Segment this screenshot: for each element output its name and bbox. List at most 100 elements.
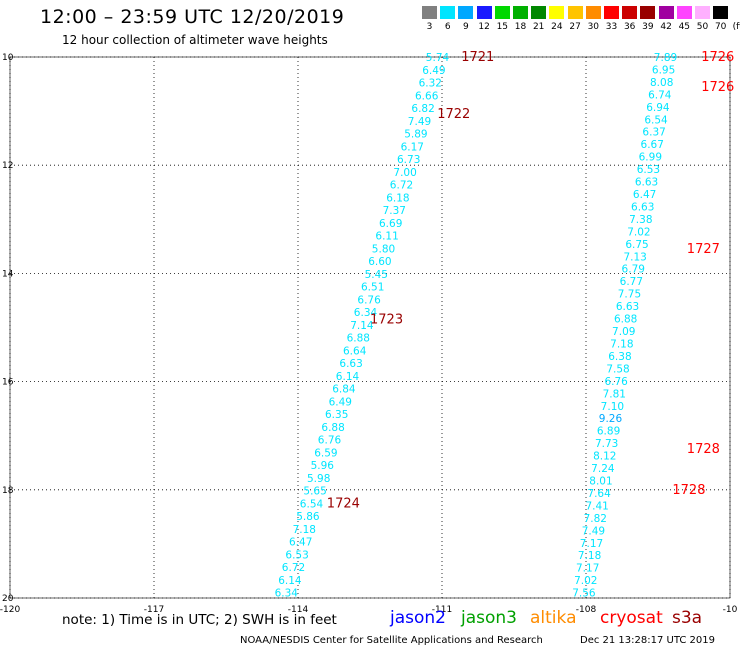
x-tick-label: -111	[432, 605, 452, 615]
swh-value: 7.49	[408, 116, 431, 128]
swh-value: 7.00	[393, 167, 416, 179]
scale-label-27: 27	[569, 22, 581, 32]
pass-number-label: 1728	[687, 442, 720, 457]
swh-value: 7.37	[383, 205, 406, 217]
swh-value: 5.98	[307, 473, 330, 485]
swh-value: 6.53	[637, 164, 660, 176]
swh-value: 5.89	[404, 129, 427, 141]
scale-swatch-6	[440, 6, 456, 19]
y-tick-label: 20	[2, 594, 14, 604]
swh-value: 7.49	[582, 525, 605, 537]
pass-number-label: 1721	[461, 50, 494, 65]
swh-value: 6.34	[275, 588, 299, 600]
swh-value: 7.13	[623, 251, 646, 263]
swh-value: 9.26	[599, 413, 623, 425]
swh-value: 7.64	[587, 488, 611, 500]
swh-value: 6.35	[325, 409, 348, 421]
scale-label-33: 33	[605, 22, 618, 32]
swh-value: 6.88	[321, 422, 344, 434]
scale-swatch-42	[658, 6, 674, 19]
scale-label-12: 12	[478, 22, 490, 32]
swh-value: 7.75	[618, 289, 641, 301]
swh-value: 6.63	[635, 177, 658, 189]
swh-value: 6.47	[633, 189, 656, 201]
swh-value: 6.69	[379, 218, 402, 230]
swh-value: 7.18	[578, 550, 601, 562]
x-tick-label: -10	[723, 605, 738, 615]
swh-value: 6.84	[332, 384, 356, 396]
generation-timestamp: Dec 21 13:28:17 UTC 2019	[580, 635, 715, 646]
swh-value: 6.38	[608, 351, 631, 363]
scale-swatch-3	[422, 6, 437, 19]
swh-value: 7.58	[606, 363, 629, 375]
swh-value: 6.89	[597, 426, 620, 438]
swh-value: 6.76	[357, 294, 381, 306]
y-tick-label: 16	[2, 378, 14, 388]
scale-swatch-27	[567, 6, 583, 19]
swh-value: 6.17	[401, 141, 424, 153]
scale-swatch-45	[676, 6, 692, 19]
swh-value: 6.54	[644, 114, 668, 126]
scale-swatch-30	[585, 6, 601, 19]
swh-value: 7.10	[601, 401, 624, 413]
scale-label-6: 6	[444, 22, 451, 32]
swh-value: 7.81	[603, 388, 626, 400]
swh-value: 7.73	[595, 438, 618, 450]
scale-label-42: 42	[660, 22, 672, 32]
swh-value: 5.86	[296, 511, 320, 523]
swh-value: 7.18	[293, 524, 316, 536]
scale-swatch-36	[622, 6, 638, 19]
scale-label-45: 45	[678, 22, 691, 32]
swh-value: 6.75	[625, 239, 648, 251]
swh-value: 6.14	[336, 371, 360, 383]
swh-value: 7.38	[629, 214, 652, 226]
swh-value: 6.54	[300, 498, 324, 510]
swh-value: 6.32	[419, 78, 442, 90]
scale-swatch-18	[513, 6, 528, 19]
scale-label-9: 9	[463, 22, 469, 32]
scale-label-36: 36	[623, 22, 636, 32]
swh-value: 6.34	[354, 307, 378, 319]
swh-value: 7.24	[591, 463, 615, 475]
scale-swatch-33	[604, 6, 619, 19]
swh-value: 7.89	[654, 52, 677, 64]
scale-swatch-15	[494, 6, 510, 19]
satellite-legend-altika: altika	[530, 608, 577, 628]
satellite-legend-jason3: jason3	[461, 608, 517, 628]
y-tick-label: 12	[2, 161, 13, 171]
scale-unit-label: (ft)	[732, 22, 740, 32]
y-tick-label: 14	[2, 269, 14, 279]
scale-swatch-70	[713, 6, 729, 19]
swh-value: 6.73	[397, 154, 420, 166]
swh-value: 7.14	[350, 320, 374, 332]
swh-value: 6.99	[639, 152, 662, 164]
swh-value: 8.08	[650, 77, 673, 89]
satellite-legend-s3a: s3a	[672, 608, 703, 628]
swh-value: 6.63	[631, 201, 654, 213]
swh-value: 7.82	[584, 513, 607, 525]
pass-number-label: 1727	[687, 242, 720, 257]
chart-subtitle: 12 hour collection of altimeter wave hei…	[62, 33, 328, 47]
x-tick-label: -117	[144, 605, 164, 615]
swh-value: 7.17	[576, 563, 599, 575]
swh-value: 6.59	[314, 447, 337, 459]
scale-label-18: 18	[514, 22, 527, 32]
swh-value: 6.66	[415, 90, 439, 102]
scale-label-50: 50	[696, 22, 709, 32]
swh-value: 6.49	[329, 396, 352, 408]
swh-value: 7.56	[572, 588, 596, 600]
swh-value: 5.96	[311, 460, 335, 472]
scale-swatch-12	[476, 6, 492, 19]
scale-label-39: 39	[642, 22, 654, 32]
pass-number-label: 1722	[437, 107, 470, 122]
scale-label-70: 70	[714, 22, 727, 32]
chart-title: 12:00 – 23:59 UTC 12/20/2019	[40, 6, 345, 28]
scale-label-24: 24	[551, 22, 563, 32]
x-tick-label: -114	[288, 605, 309, 615]
x-tick-label: -120	[0, 605, 20, 615]
y-tick-label: 18	[2, 486, 14, 496]
scale-label-21: 21	[532, 22, 545, 32]
swh-value: 5.65	[303, 486, 326, 498]
swh-value: 5.74	[426, 52, 450, 64]
